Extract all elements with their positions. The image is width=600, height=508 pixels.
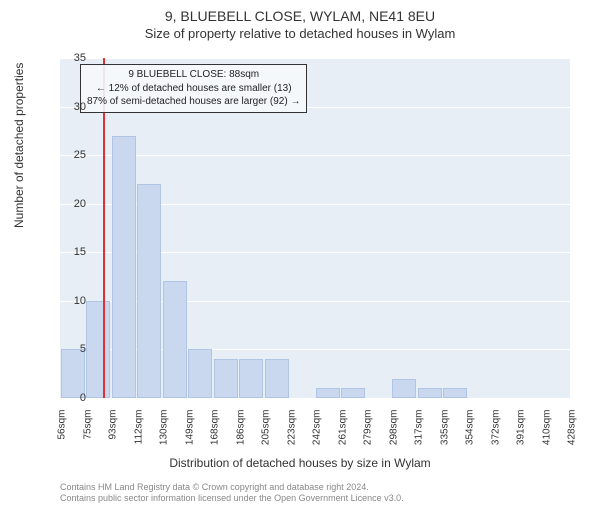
ytick-label: 30 <box>56 101 86 113</box>
xtick-label: 242sqm <box>312 410 323 460</box>
xtick-label: 205sqm <box>261 410 272 460</box>
xtick-label: 168sqm <box>210 410 221 460</box>
histogram-bar <box>112 136 136 398</box>
xtick-label: 261sqm <box>337 410 348 460</box>
xtick-label: 223sqm <box>286 410 297 460</box>
histogram-bar <box>188 349 212 398</box>
ytick-label: 20 <box>56 198 86 210</box>
ytick-label: 15 <box>56 246 86 258</box>
xtick-label: 56sqm <box>57 410 68 460</box>
histogram-bar <box>341 388 365 398</box>
y-axis-label: Number of detached properties <box>12 63 26 228</box>
xtick-label: 410sqm <box>541 410 552 460</box>
histogram-bar <box>418 388 442 398</box>
ytick-label: 0 <box>56 392 86 404</box>
annotation-box: 9 BLUEBELL CLOSE: 88sqm ← 12% of detache… <box>80 64 307 113</box>
xtick-label: 317sqm <box>414 410 425 460</box>
xtick-label: 112sqm <box>133 410 144 460</box>
ytick-label: 35 <box>56 52 86 64</box>
gridline <box>60 155 570 156</box>
histogram-bar <box>239 359 263 398</box>
annotation-line-2: ← 12% of detached houses are smaller (13… <box>87 82 300 96</box>
xtick-label: 149sqm <box>184 410 195 460</box>
histogram-bar <box>265 359 289 398</box>
xtick-label: 130sqm <box>159 410 170 460</box>
xtick-label: 279sqm <box>363 410 374 460</box>
histogram-bar <box>392 379 416 398</box>
histogram-bar <box>316 388 340 398</box>
xtick-label: 354sqm <box>465 410 476 460</box>
chart-subtitle: Size of property relative to detached ho… <box>0 26 600 41</box>
histogram-bar <box>443 388 467 398</box>
gridline <box>60 58 570 59</box>
histogram-bar <box>86 301 110 398</box>
chart-plot-area: 9 BLUEBELL CLOSE: 88sqm ← 12% of detache… <box>60 58 570 398</box>
x-axis-label: Distribution of detached houses by size … <box>0 456 600 470</box>
xtick-label: 391sqm <box>516 410 527 460</box>
footer-line-2: Contains public sector information licen… <box>60 493 404 504</box>
annotation-line-1: 9 BLUEBELL CLOSE: 88sqm <box>87 68 300 82</box>
footer-line-1: Contains HM Land Registry data © Crown c… <box>60 482 404 493</box>
xtick-label: 93sqm <box>108 410 119 460</box>
xtick-label: 372sqm <box>490 410 501 460</box>
chart-title: 9, BLUEBELL CLOSE, WYLAM, NE41 8EU <box>0 8 600 24</box>
xtick-label: 298sqm <box>388 410 399 460</box>
ytick-label: 25 <box>56 149 86 161</box>
xtick-label: 428sqm <box>567 410 578 460</box>
histogram-bar <box>137 184 161 398</box>
gridline <box>60 398 570 399</box>
ytick-label: 10 <box>56 295 86 307</box>
ytick-label: 5 <box>56 343 86 355</box>
histogram-bar <box>214 359 238 398</box>
histogram-bar <box>61 349 85 398</box>
annotation-line-3: 87% of semi-detached houses are larger (… <box>87 95 300 109</box>
xtick-label: 335sqm <box>439 410 450 460</box>
histogram-bar <box>163 281 187 398</box>
footer-attribution: Contains HM Land Registry data © Crown c… <box>60 482 404 504</box>
xtick-label: 75sqm <box>82 410 93 460</box>
xtick-label: 186sqm <box>235 410 246 460</box>
